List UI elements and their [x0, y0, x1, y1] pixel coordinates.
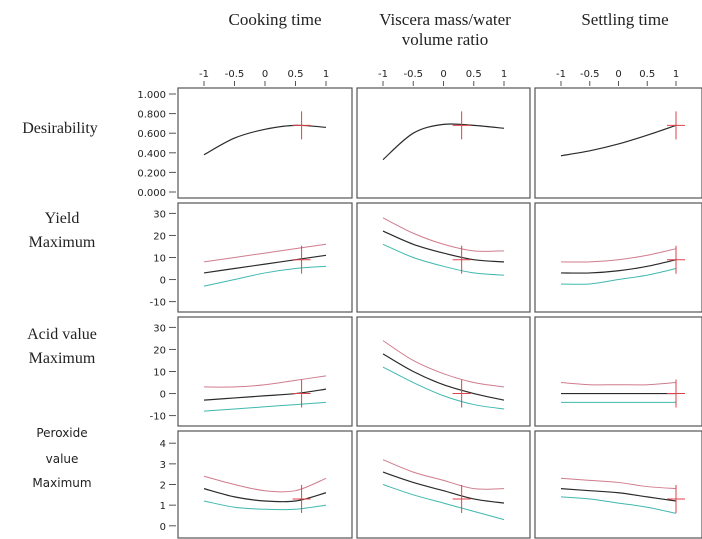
- x-tick-label: -1: [556, 69, 566, 80]
- x-tick-label: 0.5: [466, 69, 482, 80]
- y-tick-label: 0.000: [137, 188, 166, 199]
- y-tick-label: 0: [160, 390, 166, 401]
- row-label: value: [46, 452, 79, 466]
- profile-curve: [382, 471, 505, 504]
- x-tick-label: 1: [501, 69, 507, 80]
- panel-frame: [356, 430, 531, 539]
- profile-curve: [560, 259, 677, 274]
- column-title: Settling time: [581, 10, 668, 29]
- panel-frame: [177, 430, 353, 539]
- lower-confidence-curve: [203, 401, 327, 412]
- lower-confidence-curve: [560, 268, 677, 285]
- panel-frame: [534, 87, 702, 199]
- x-tick-label: 0: [615, 69, 621, 80]
- row-label: Peroxide: [36, 426, 87, 440]
- upper-confidence-curve: [560, 477, 677, 490]
- y-tick-label: 10: [153, 368, 166, 379]
- upper-confidence-curve: [203, 375, 327, 388]
- row-label: Acid value: [27, 326, 97, 343]
- lower-confidence-curve: [382, 243, 505, 276]
- x-tick-label: 1: [323, 69, 329, 80]
- row-label: Yield: [45, 210, 80, 227]
- row-label: Maximum: [32, 476, 91, 490]
- y-tick-label: 0.400: [137, 149, 166, 160]
- lower-confidence-curve: [382, 484, 505, 521]
- panel-frame: [534, 316, 702, 427]
- upper-confidence-curve: [203, 475, 327, 493]
- y-tick-label: 3: [160, 460, 166, 471]
- upper-confidence-curve: [203, 243, 327, 263]
- y-tick-label: -10: [150, 298, 166, 309]
- column-title: Viscera mass/water: [379, 10, 511, 29]
- upper-confidence-curve: [382, 340, 505, 388]
- y-tick-label: -10: [150, 412, 166, 423]
- profile-curve: [203, 388, 327, 401]
- row-label: Maximum: [29, 234, 96, 251]
- panel-frame: [534, 430, 702, 539]
- y-tick-label: 0: [160, 522, 166, 533]
- row-label: Desirability: [22, 120, 98, 137]
- lower-confidence-curve: [203, 265, 327, 287]
- panel-frame: [177, 87, 353, 199]
- panel-frame: [356, 316, 531, 427]
- y-tick-label: 0: [160, 276, 166, 287]
- x-tick-label: -0.5: [580, 69, 600, 80]
- x-tick-label: -0.5: [225, 69, 245, 80]
- x-tick-label: -1: [199, 69, 209, 80]
- y-tick-label: 4: [160, 439, 166, 450]
- lower-confidence-curve: [560, 496, 677, 514]
- upper-confidence-curve: [382, 459, 505, 490]
- panel-frame: [356, 87, 531, 199]
- panel-frame: [177, 316, 353, 427]
- y-tick-label: 1: [160, 501, 166, 512]
- profile-curve: [203, 254, 327, 274]
- panel-frame: [534, 202, 702, 313]
- x-tick-label: 0: [262, 69, 268, 80]
- y-tick-label: 20: [153, 231, 166, 242]
- lower-confidence-curve: [203, 500, 327, 511]
- x-tick-label: -1: [378, 69, 388, 80]
- panel-frame: [177, 202, 353, 313]
- x-tick-label: 1: [673, 69, 679, 80]
- y-tick-label: 30: [153, 209, 166, 220]
- y-tick-label: 30: [153, 323, 166, 334]
- upper-confidence-curve: [560, 382, 677, 386]
- y-tick-label: 0.600: [137, 129, 166, 140]
- x-tick-label: 0.5: [288, 69, 304, 80]
- x-tick-label: 0: [440, 69, 446, 80]
- y-tick-label: 20: [153, 345, 166, 356]
- profile-curve: [382, 230, 505, 263]
- y-tick-label: 2: [160, 481, 166, 492]
- upper-confidence-curve: [382, 217, 505, 252]
- column-title: volume ratio: [402, 30, 488, 49]
- y-tick-label: 10: [153, 254, 166, 265]
- y-tick-label: 0.800: [137, 110, 166, 121]
- profile-curve: [382, 353, 505, 401]
- column-title: Cooking time: [228, 10, 321, 29]
- profile-curve: [203, 124, 327, 156]
- upper-confidence-curve: [560, 248, 677, 263]
- y-tick-label: 0.200: [137, 168, 166, 179]
- profile-curve: [560, 488, 677, 502]
- y-tick-label: 1.000: [137, 90, 166, 101]
- profile-curve: [560, 124, 677, 157]
- lower-confidence-curve: [382, 366, 505, 410]
- row-label: Maximum: [29, 350, 96, 367]
- profile-curve: [382, 123, 505, 161]
- x-tick-label: 0.5: [639, 69, 655, 80]
- x-tick-label: -0.5: [403, 69, 423, 80]
- panel-frame: [356, 202, 531, 313]
